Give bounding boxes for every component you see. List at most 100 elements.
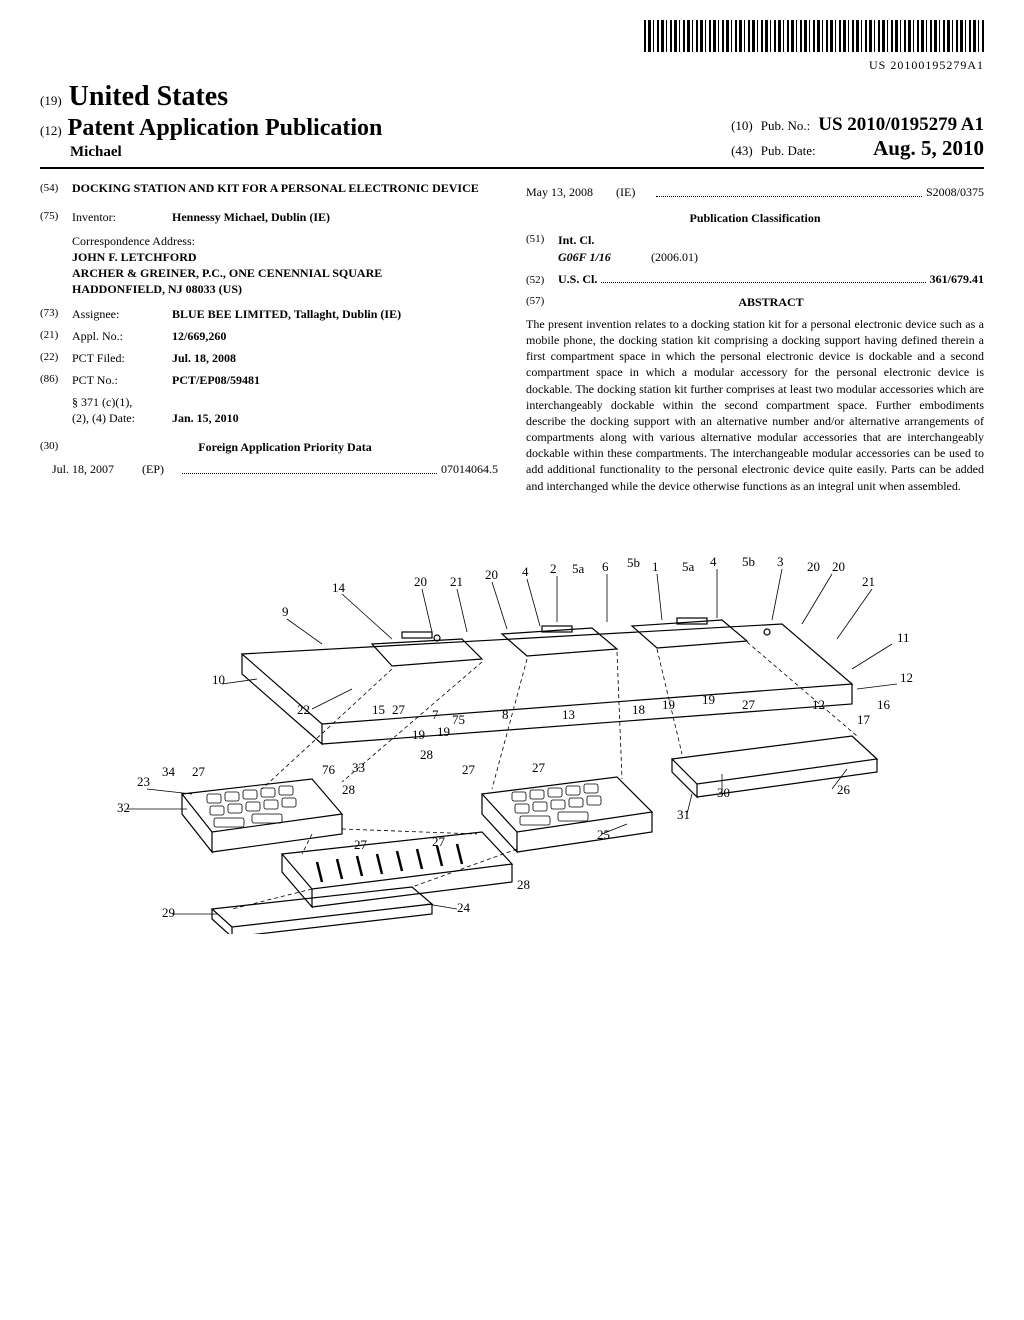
priority2-num: S2008/0375 [926,184,984,200]
svg-text:12: 12 [900,670,913,685]
svg-text:14: 14 [332,580,346,595]
svg-text:22: 22 [297,702,310,717]
pctfiled-row: (22) PCT Filed: Jul. 18, 2008 [40,350,498,366]
uscl-label: U.S. Cl. [558,271,597,287]
uscl-dots [601,282,925,283]
svg-text:19: 19 [702,692,715,707]
invention-title-row: (54) DOCKING STATION AND KIT FOR A PERSO… [40,181,498,197]
svg-text:29: 29 [162,905,175,920]
title-code: (54) [40,181,72,197]
svg-text:76: 76 [322,762,336,777]
svg-text:20: 20 [485,567,498,582]
pctno-value: PCT/EP08/59481 [172,372,498,388]
svg-text:20: 20 [807,559,820,574]
svg-text:8: 8 [502,707,509,722]
intcl-code: (51) [526,232,558,248]
svg-text:27: 27 [192,764,206,779]
pub-prefix: (12) [40,123,62,138]
svg-text:1: 1 [652,559,659,574]
pubno-prefix: (10) [731,118,753,134]
priority-row-2: May 13, 2008 (IE) S2008/0375 [526,184,984,200]
priority-label: Foreign Application Priority Data [72,439,498,455]
svg-text:25: 25 [597,827,610,842]
applno-label: Appl. No.: [72,328,172,344]
inventor-row: (75) Inventor: Hennessy Michael, Dublin … [40,209,498,225]
priority1-date: Jul. 18, 2007 [52,461,142,477]
intcl-label: Int. Cl. [558,232,594,248]
left-column: (54) DOCKING STATION AND KIT FOR A PERSO… [40,181,498,494]
publication-type-line: (12) Patent Application Publication [40,115,382,142]
svg-text:28: 28 [420,747,433,762]
svg-text:15: 15 [372,702,385,717]
svg-text:28: 28 [342,782,355,797]
pub-type: Patent Application Publication [68,115,383,141]
priority2-cc: (IE) [616,184,652,200]
pctfiled-code: (22) [40,350,72,366]
inventor-code: (75) [40,209,72,225]
svg-text:20: 20 [414,574,427,589]
s371-blank [40,394,72,426]
svg-text:24: 24 [457,900,471,915]
intcl-row: (51) Int. Cl. [526,232,984,248]
svg-text:4: 4 [522,564,529,579]
intcl-date: (2006.01) [651,250,698,264]
invention-title: DOCKING STATION AND KIT FOR A PERSONAL E… [72,181,479,197]
figure-area: 9 14 20 21 20 4 2 5a 6 5b 1 5a 4 5b 3 20… [40,514,984,938]
two-column-body: (54) DOCKING STATION AND KIT FOR A PERSO… [40,181,984,494]
assignee-code: (73) [40,306,72,322]
pubdate-prefix: (43) [731,143,753,159]
svg-text:19: 19 [412,727,425,742]
svg-text:10: 10 [212,672,225,687]
priority2-date: May 13, 2008 [526,184,616,200]
svg-text:26: 26 [837,782,851,797]
pctfiled-value: Jul. 18, 2008 [172,350,498,366]
applno-value: 12/669,260 [172,328,498,344]
svg-text:28: 28 [517,877,530,892]
header-row: (19) United States (12) Patent Applicati… [40,81,984,161]
svg-text:17: 17 [857,712,871,727]
svg-text:33: 33 [352,760,365,775]
applno-code: (21) [40,328,72,344]
svg-text:31: 31 [677,807,690,822]
svg-text:12: 12 [812,697,825,712]
svg-text:27: 27 [532,760,546,775]
priority-code: (30) [40,439,72,455]
correspondence-line-3: HADDONFIELD, NJ 08033 (US) [72,281,498,297]
intcl-class: G06F 1/16 [558,249,648,265]
correspondence-block: Correspondence Address: JOHN F. LETCHFOR… [72,233,498,298]
header-right: (10) Pub. No.: US 2010/0195279 A1 (43) P… [731,114,984,161]
svg-text:27: 27 [742,697,756,712]
uscl-row: (52) U.S. Cl. 361/679.41 [526,271,984,288]
patent-figure: 9 14 20 21 20 4 2 5a 6 5b 1 5a 4 5b 3 20… [62,514,962,934]
author-line: Michael [70,144,382,161]
inventor-value: Hennessy Michael, Dublin (IE) [172,209,498,225]
svg-text:19: 19 [437,724,450,739]
uscl-value: 361/679.41 [930,271,984,287]
s371-date: Jan. 15, 2010 [172,410,498,426]
svg-text:3: 3 [777,554,784,569]
svg-text:23: 23 [137,774,150,789]
svg-text:27: 27 [432,834,446,849]
s371-row: § 371 (c)(1), (2), (4) Date: Jan. 15, 20… [40,394,498,426]
pctno-label: PCT No.: [72,372,172,388]
pubdate-label: Pub. Date: [761,143,816,159]
pubno-label: Pub. No.: [761,118,810,134]
pubclass-label: Publication Classification [526,210,984,226]
priority-header-row: (30) Foreign Application Priority Data [40,439,498,455]
pubdate-row: (43) Pub. Date: Aug. 5, 2010 [731,136,984,161]
s371-label: § 371 (c)(1), (2), (4) Date: [72,394,172,426]
uscl-code: (52) [526,273,558,288]
barcode-number: US 20100195279A1 [40,58,984,73]
priority1-num: 07014064.5 [441,461,498,477]
pubno-value: US 2010/0195279 A1 [818,114,984,136]
priority-row-1: Jul. 18, 2007 (EP) 07014064.5 [52,461,498,477]
barcode-graphic [644,20,984,52]
svg-text:19: 19 [662,697,675,712]
svg-text:5b: 5b [627,555,640,570]
svg-text:32: 32 [117,800,130,815]
svg-text:11: 11 [897,630,910,645]
assignee-row: (73) Assignee: BLUE BEE LIMITED, Tallagh… [40,306,498,322]
priority2-dots [656,184,922,197]
svg-text:27: 27 [462,762,476,777]
pctno-code: (86) [40,372,72,388]
